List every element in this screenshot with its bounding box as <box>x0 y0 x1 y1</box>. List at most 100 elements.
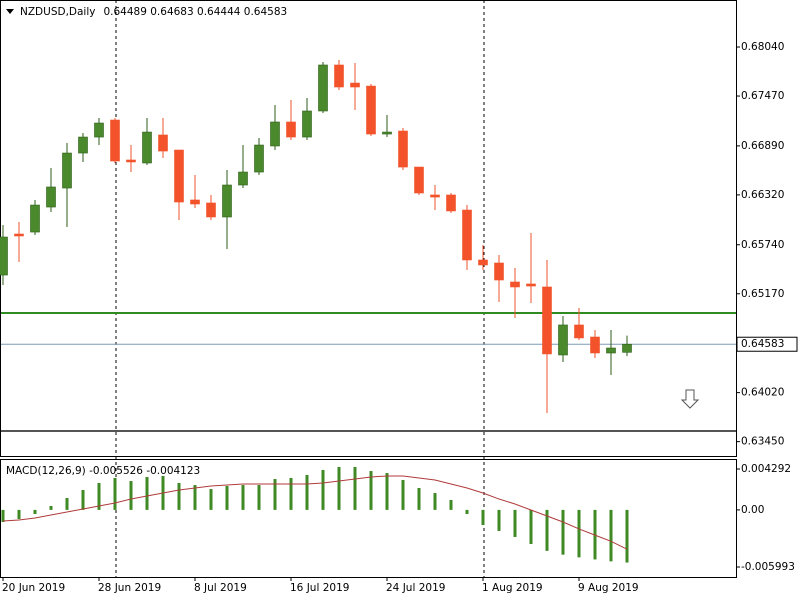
macd-bar <box>337 467 341 510</box>
y-tick-label: 0.68040 <box>741 41 784 53</box>
macd-bar <box>241 485 245 510</box>
x-tick-label: 20 Jun 2019 <box>2 582 65 594</box>
candle-body <box>78 136 88 154</box>
price-label: 0.64583 <box>741 338 784 350</box>
candle-body <box>526 283 536 287</box>
x-tick-label: 28 Jun 2019 <box>98 582 161 594</box>
x-tick-label: 1 Aug 2019 <box>482 582 543 594</box>
y-tick-label: -0.005993 <box>741 561 795 573</box>
y-tick-label: 0.66320 <box>741 189 784 201</box>
candle-body <box>334 64 344 88</box>
macd-bar <box>289 477 293 510</box>
macd-bar <box>273 479 277 510</box>
price-label-box <box>736 336 798 352</box>
candle-body <box>366 85 376 135</box>
candle-body <box>94 122 104 138</box>
candle-body <box>222 184 232 218</box>
symbol: NZDUSD,Daily <box>20 6 95 18</box>
candle-body <box>286 121 296 138</box>
macd-bar <box>465 509 469 514</box>
close-value: 0.64583 <box>244 6 287 18</box>
macd-bar <box>193 485 197 510</box>
candle-body <box>14 233 24 237</box>
macd-bar <box>449 499 453 510</box>
candle-body <box>270 121 280 147</box>
candle-body <box>190 199 200 205</box>
candle-body <box>350 82 360 88</box>
candle-body <box>622 343 632 353</box>
signal-line <box>2 475 628 550</box>
candle-body <box>510 281 520 288</box>
macd-bar <box>33 509 37 514</box>
macd-bar <box>625 509 629 563</box>
macd-bar <box>225 485 229 510</box>
candle-body <box>414 166 424 194</box>
macd-bar <box>209 489 213 510</box>
signal-value: -0.004123 <box>146 465 200 477</box>
macd-header: MACD(12,26,9) -0.005526 -0.004123 <box>6 465 200 477</box>
candle-body <box>478 259 488 266</box>
macd-bar <box>369 471 373 510</box>
macd-bar <box>609 509 613 562</box>
candle-body <box>110 119 120 162</box>
candle-body <box>238 171 248 186</box>
macd-bar <box>385 473 389 510</box>
y-tick-label: 0.64020 <box>741 387 784 399</box>
candle-body <box>174 149 184 203</box>
macd-bar <box>321 469 325 510</box>
candle-body <box>126 159 136 163</box>
price-header: NZDUSD,Daily 0.64489 0.64683 0.64444 0.64… <box>20 6 287 18</box>
candle-body <box>462 209 472 261</box>
macd-value: -0.005526 <box>89 465 143 477</box>
candle-body <box>590 336 600 354</box>
open-value: 0.64489 <box>103 6 146 18</box>
menu-triangle <box>6 9 14 14</box>
down-arrow-icon <box>680 389 700 409</box>
macd-bar <box>81 489 85 510</box>
candle-body <box>302 110 312 138</box>
candle-body <box>382 131 392 135</box>
macd-bar <box>305 475 309 510</box>
candle-body <box>254 144 264 173</box>
macd-bar <box>481 509 485 525</box>
candle-body <box>558 324 568 356</box>
candle-body <box>30 204 40 233</box>
macd-bar <box>113 477 117 510</box>
candle-body <box>606 347 616 354</box>
candle-body <box>158 134 168 152</box>
x-tick-label: 24 Jul 2019 <box>386 582 445 594</box>
macd-bar <box>17 509 21 520</box>
macd-bar <box>529 509 533 545</box>
macd-bar <box>177 483 181 510</box>
candle-body <box>494 262 504 281</box>
macd-bar <box>401 479 405 510</box>
y-tick-label: 0.004292 <box>741 463 791 475</box>
macd-bar <box>577 509 581 558</box>
macd-bar <box>145 477 149 510</box>
macd-bar <box>257 485 261 510</box>
candle-body <box>446 194 456 212</box>
macd-bar <box>353 467 357 510</box>
macd-bar <box>129 481 133 510</box>
macd-bar <box>49 505 53 510</box>
macd-bar <box>497 509 501 531</box>
y-tick-label: 0.65740 <box>741 239 784 251</box>
macd-bar <box>65 497 69 510</box>
macd-bar <box>545 509 549 551</box>
candle-body <box>46 186 56 208</box>
candle-body <box>398 130 408 168</box>
x-tick-label: 8 Jul 2019 <box>194 582 247 594</box>
macd-bar <box>433 493 437 510</box>
y-tick-label: 0.63450 <box>741 436 784 448</box>
macd-panel-frame <box>0 459 737 578</box>
price-panel-frame <box>0 0 737 457</box>
macd-bar <box>561 509 565 555</box>
candle-body <box>0 236 8 276</box>
candle-body <box>318 64 328 112</box>
y-tick-label: 0.67470 <box>741 90 784 102</box>
candle-body <box>142 131 152 164</box>
macd-title: MACD(12,26,9) <box>6 465 86 477</box>
macd-bar <box>417 487 421 510</box>
y-tick-label: 0.00 <box>741 504 764 516</box>
